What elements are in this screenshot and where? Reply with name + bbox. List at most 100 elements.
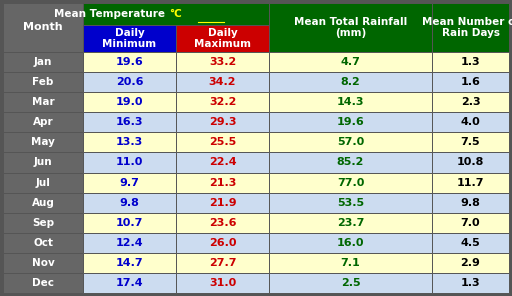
Bar [269, 72, 432, 92]
Text: 1.3: 1.3 [461, 278, 480, 288]
Bar [83, 173, 176, 193]
Bar [269, 253, 432, 273]
Text: 1.3: 1.3 [461, 57, 480, 67]
Bar [176, 193, 269, 213]
Text: 17.4: 17.4 [116, 278, 143, 288]
Text: 53.5: 53.5 [337, 198, 364, 207]
Text: Feb: Feb [32, 77, 54, 87]
Text: °C: °C [169, 9, 182, 19]
Text: 4.7: 4.7 [340, 57, 360, 67]
Text: 14.3: 14.3 [337, 97, 364, 107]
Text: 31.0: 31.0 [209, 278, 236, 288]
Text: 33.2: 33.2 [209, 57, 236, 67]
Text: 14.7: 14.7 [116, 258, 143, 268]
Bar [176, 233, 269, 253]
Bar [176, 92, 269, 112]
Text: 12.4: 12.4 [116, 238, 143, 248]
Text: May: May [31, 137, 55, 147]
Bar [83, 273, 176, 293]
Bar [83, 233, 176, 253]
Text: 20.6: 20.6 [116, 77, 143, 87]
Bar [432, 193, 509, 213]
Bar [432, 233, 509, 253]
Bar [432, 173, 509, 193]
Bar [176, 253, 269, 273]
Bar [269, 193, 432, 213]
Bar [269, 233, 432, 253]
Bar [176, 273, 269, 293]
Text: Jul: Jul [35, 178, 51, 188]
Text: Aug: Aug [32, 198, 54, 207]
Text: Daily
Maximum: Daily Maximum [194, 28, 251, 49]
Bar [176, 173, 269, 193]
Bar [432, 152, 509, 173]
Text: Oct: Oct [33, 238, 53, 248]
Text: 11.7: 11.7 [457, 178, 484, 188]
Text: 23.7: 23.7 [337, 218, 364, 228]
Text: 77.0: 77.0 [337, 178, 364, 188]
Bar [269, 92, 432, 112]
Bar [83, 213, 176, 233]
Text: Nov: Nov [32, 258, 54, 268]
Bar [3, 213, 83, 233]
Bar [269, 52, 432, 72]
Text: 22.4: 22.4 [209, 157, 237, 168]
Text: Apr: Apr [33, 117, 53, 127]
Text: Daily
Minimum: Daily Minimum [102, 28, 157, 49]
Bar [3, 3, 83, 52]
Text: Jan: Jan [34, 57, 52, 67]
Text: 7.1: 7.1 [340, 258, 360, 268]
Bar [432, 213, 509, 233]
Text: 32.2: 32.2 [209, 97, 236, 107]
Bar [3, 193, 83, 213]
Text: 21.3: 21.3 [209, 178, 236, 188]
Text: 7.5: 7.5 [461, 137, 480, 147]
Text: 2.3: 2.3 [461, 97, 480, 107]
Text: 19.0: 19.0 [116, 97, 143, 107]
Bar [269, 173, 432, 193]
Bar [3, 233, 83, 253]
Text: 19.6: 19.6 [336, 117, 365, 127]
Bar [3, 152, 83, 173]
Text: Jun: Jun [34, 157, 52, 168]
Bar [269, 3, 432, 52]
Text: 10.7: 10.7 [116, 218, 143, 228]
Text: 27.7: 27.7 [209, 258, 236, 268]
Bar [3, 72, 83, 92]
Text: 2.9: 2.9 [461, 258, 480, 268]
Bar [176, 112, 269, 132]
Text: 9.7: 9.7 [120, 178, 139, 188]
Bar [176, 152, 269, 173]
Bar [83, 253, 176, 273]
Bar [3, 253, 83, 273]
Bar [269, 273, 432, 293]
Bar [432, 273, 509, 293]
Bar [432, 72, 509, 92]
Bar [3, 173, 83, 193]
Bar [83, 25, 176, 52]
Text: 9.8: 9.8 [461, 198, 480, 207]
Text: Mean Number of
Rain Days: Mean Number of Rain Days [421, 17, 512, 38]
Text: 9.8: 9.8 [120, 198, 139, 207]
Bar [3, 52, 83, 72]
Bar [83, 72, 176, 92]
Bar [432, 92, 509, 112]
Bar [176, 52, 269, 72]
Text: 23.6: 23.6 [209, 218, 236, 228]
Bar [432, 253, 509, 273]
Text: 4.5: 4.5 [461, 238, 480, 248]
Bar [176, 25, 269, 52]
Bar [432, 112, 509, 132]
Bar [83, 52, 176, 72]
Bar [83, 132, 176, 152]
Text: 13.3: 13.3 [116, 137, 143, 147]
Text: Sep: Sep [32, 218, 54, 228]
Bar [269, 112, 432, 132]
Bar [432, 3, 509, 52]
Text: 21.9: 21.9 [209, 198, 237, 207]
Bar [3, 132, 83, 152]
Text: Month: Month [23, 22, 63, 33]
Text: Mar: Mar [32, 97, 54, 107]
Bar [83, 3, 269, 25]
Text: 4.0: 4.0 [461, 117, 480, 127]
